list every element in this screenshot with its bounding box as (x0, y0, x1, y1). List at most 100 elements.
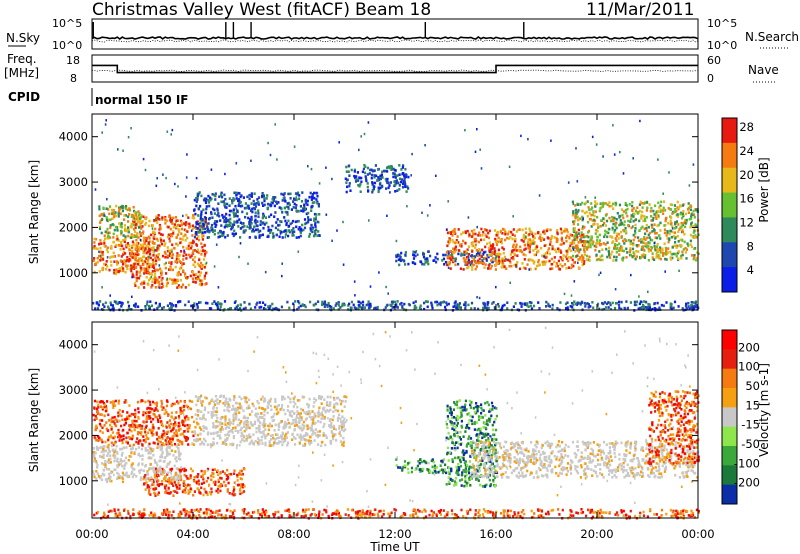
heatmap-cell (394, 305, 397, 308)
heatmap-cell (135, 279, 138, 283)
heatmap-cell (137, 453, 140, 457)
heatmap-cell (383, 169, 386, 173)
heatmap-cell (155, 404, 158, 408)
heatmap-cell (116, 263, 119, 266)
heatmap-cell (177, 401, 180, 405)
heatmap-cell (642, 248, 645, 251)
heatmap-cell (497, 240, 500, 244)
heatmap-cell (197, 479, 200, 483)
heatmap-cell (209, 198, 212, 202)
heatmap-cell (556, 307, 559, 310)
heatmap-cell (522, 236, 525, 239)
heatmap-cell (435, 260, 438, 264)
heatmap-cell (153, 488, 156, 492)
heatmap-cell (550, 236, 553, 240)
heatmap-cell (234, 493, 237, 496)
heatmap-cell (510, 256, 513, 260)
heatmap-cell (192, 493, 195, 497)
heatmap-cell (223, 472, 227, 475)
heatmap-cell (229, 217, 232, 221)
heatmap-cell (132, 213, 135, 217)
heatmap-cell (101, 455, 104, 459)
heatmap-cell (96, 247, 99, 251)
heatmap-cell (147, 445, 150, 448)
heatmap-cell (396, 189, 399, 192)
heatmap-cell (99, 239, 102, 242)
heatmap-cell (562, 254, 565, 257)
heatmap-cell (517, 228, 520, 232)
heatmap-cell (181, 411, 184, 415)
heatmap-cell (477, 234, 480, 237)
heatmap-cell (239, 303, 242, 307)
heatmap-cell (601, 248, 604, 251)
heatmap-cell (142, 469, 145, 473)
heatmap-cell (262, 307, 266, 310)
heatmap-cell (639, 200, 642, 204)
heatmap-cell (582, 262, 586, 265)
heatmap-cell (159, 233, 163, 236)
heatmap-cell (412, 301, 415, 305)
heatmap-cell (168, 479, 171, 482)
heatmap-cell (471, 241, 474, 244)
heatmap-cell (591, 219, 594, 222)
heatmap-cell (242, 409, 245, 413)
heatmap-cell (612, 219, 615, 222)
heatmap-cell (228, 209, 232, 213)
heatmap-cell (466, 260, 469, 264)
heatmap-cell (596, 239, 599, 242)
heatmap-cell (222, 200, 225, 203)
heatmap-cell (130, 267, 133, 270)
heatmap-cell (175, 485, 178, 489)
heatmap-cell (659, 237, 662, 240)
heatmap-cell (442, 300, 445, 304)
heatmap-cell (491, 251, 494, 255)
heatmap-cell (220, 484, 224, 487)
heatmap-cell (157, 440, 160, 443)
heatmap-cell (424, 300, 428, 303)
heatmap-cell (512, 305, 515, 308)
heatmap-cell (183, 490, 186, 494)
heatmap-cell (318, 213, 321, 216)
heatmap-cell (257, 212, 260, 215)
heatmap-cell (526, 302, 529, 305)
heatmap-cell (203, 274, 206, 278)
heatmap-cell (306, 203, 309, 207)
heatmap-cell (160, 399, 163, 403)
heatmap-cell (658, 206, 661, 209)
heatmap-cell (206, 301, 209, 305)
heatmap-cell (148, 243, 151, 247)
heatmap-cell (347, 170, 350, 173)
y-tick-label: 1000 (59, 266, 88, 280)
heatmap-cell (646, 236, 649, 240)
heatmap-cell (537, 249, 540, 253)
heatmap-cell (146, 270, 150, 274)
heatmap-cell (614, 224, 617, 228)
heatmap-cell (155, 433, 158, 436)
heatmap-cell (387, 292, 389, 295)
heatmap-cell (638, 219, 641, 223)
heatmap-cell (641, 255, 644, 258)
heatmap-cell (591, 135, 594, 139)
heatmap-cell (154, 301, 157, 305)
heatmap-cell (534, 232, 537, 236)
heatmap-cell (481, 259, 484, 262)
heatmap-cell (101, 253, 104, 257)
heatmap-cell (378, 183, 382, 186)
heatmap-cell (654, 307, 657, 311)
heatmap-cell (634, 232, 637, 235)
heatmap-cell (303, 205, 306, 208)
heatmap-cell (233, 233, 236, 236)
heatmap-cell (140, 430, 143, 434)
heatmap-cell (621, 257, 624, 261)
heatmap-cell (608, 204, 611, 208)
heatmap-cell (226, 468, 229, 472)
heatmap-cell (632, 219, 635, 223)
heatmap-cell (127, 475, 130, 478)
heatmap-cell (125, 259, 128, 263)
heatmap-cell (171, 437, 174, 441)
heatmap-cell (680, 244, 683, 248)
heatmap-cell (314, 221, 317, 225)
heatmap-cell (185, 277, 188, 281)
heatmap-cell (587, 220, 590, 224)
